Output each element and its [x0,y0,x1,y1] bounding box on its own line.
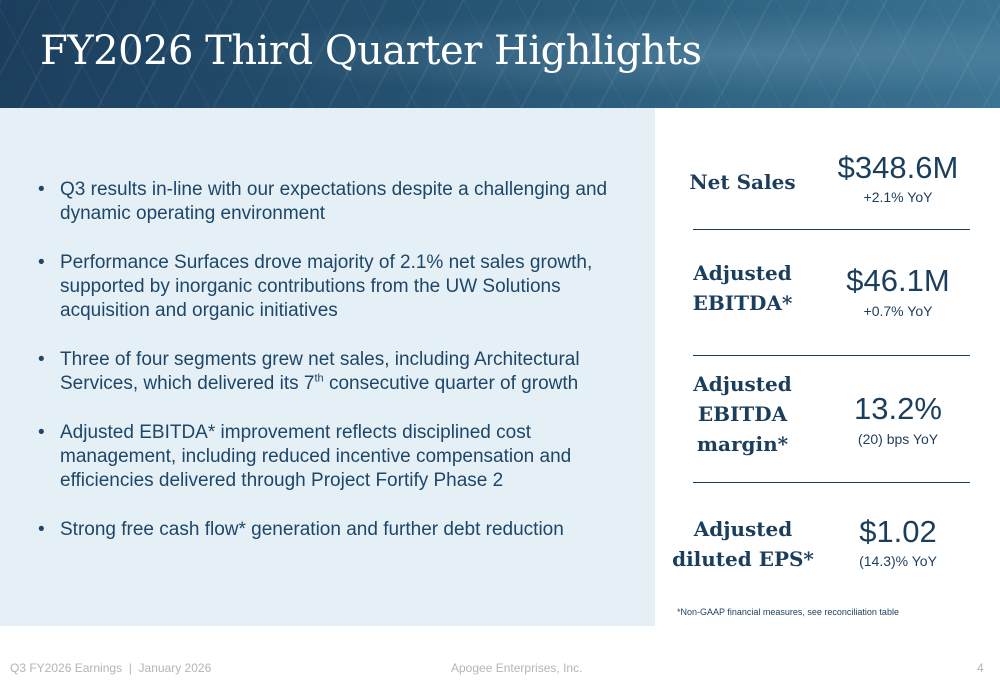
metric-adjusted-diluted-eps: Adjusted diluted EPS* $1.02 (14.3)% YoY [672,514,975,584]
footer-company: Apogee Enterprises, Inc. [451,661,583,675]
metric-label-line: EBITDA* [692,291,793,315]
bullet-item: • Three of four segments grew net sales, … [38,348,638,396]
bullet-dot-icon: • [38,519,45,540]
highlights-list: • Q3 results in-line with our expectation… [38,178,638,567]
metric-net-sales: Net Sales $348.6M +2.1% YoY [675,148,975,218]
metric-delta: (20) bps YoY [857,431,939,447]
metric-label: Adjusted diluted EPS* [669,514,817,574]
metric-label-line: margin* [696,432,789,456]
metric-label-line: Adjusted [693,372,792,396]
metric-delta: +0.7% YoY [863,303,933,319]
header-banner: FY2026 Third Quarter Highlights [0,0,1000,108]
bullet-text: Three of four segments grew net sales, i… [60,349,580,394]
bullet-dot-icon: • [38,422,45,443]
bullet-text: Adjusted EBITDA* improvement reflects di… [60,422,572,491]
bullet-text-continued: consecutive quarter of growth [323,373,579,394]
metric-delta: (14.3)% YoY [859,553,937,569]
metric-value: 13.2% [854,391,942,426]
bullet-text: Q3 results in-line with our expectations… [60,179,608,224]
metric-label: Adjusted EBITDA margin* [675,369,810,459]
metric-value: $46.1M [846,263,950,298]
non-gaap-footnote: *Non-GAAP financial measures, see reconc… [677,607,899,617]
metric-divider [693,355,970,356]
metric-label-line: EBITDA [697,402,788,426]
metric-label-line: Adjusted [693,261,792,285]
bullet-text: Performance Surfaces drove majority of 2… [60,252,593,321]
metric-divider [693,482,970,483]
footer-left: Q3 FY2026 Earnings | January 2026 [10,661,212,675]
metric-adjusted-ebitda: Adjusted EBITDA* $46.1M +0.7% YoY [675,258,975,328]
bullet-item: • Q3 results in-line with our expectation… [38,178,638,226]
bullet-item: • Performance Surfaces drove majority of … [38,251,638,323]
bullet-item: • Strong free cash flow* generation and f… [38,518,638,542]
metric-label-line: Adjusted [693,517,793,541]
bullet-dot-icon: • [38,349,45,370]
metric-label: Net Sales [675,167,810,197]
metric-label-line: diluted EPS* [672,547,814,571]
metric-divider [693,229,970,230]
page-number: 4 [977,661,984,675]
bullet-dot-icon: • [38,179,45,200]
metric-label: Adjusted EBITDA* [675,258,810,318]
highlights-panel: • Q3 results in-line with our expectation… [0,108,655,626]
metric-adjusted-ebitda-margin: Adjusted EBITDA margin* 13.2% (20) bps Y… [675,369,975,464]
bullet-superscript: th [314,372,324,385]
page-title: FY2026 Third Quarter Highlights [40,28,702,74]
metric-label-line: Net Sales [689,170,796,194]
banner-background-image [0,0,1000,108]
metric-delta: +2.1% YoY [863,189,933,205]
bullet-item: • Adjusted EBITDA* improvement reflects d… [38,421,638,493]
metric-value: $348.6M [837,150,959,185]
bullet-dot-icon: • [38,252,45,273]
bullet-text: Strong free cash flow* generation and fu… [60,519,564,540]
metric-value: $1.02 [859,514,937,549]
